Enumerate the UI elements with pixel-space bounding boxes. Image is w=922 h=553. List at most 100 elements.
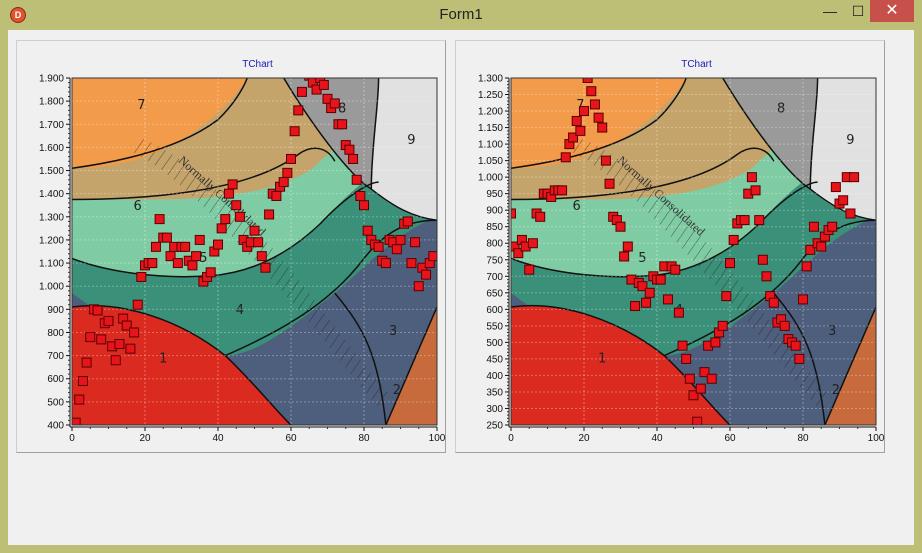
data-point[interactable] — [827, 221, 838, 232]
data-point[interactable] — [110, 355, 121, 366]
data-point[interactable] — [373, 241, 384, 252]
data-point[interactable] — [571, 115, 582, 126]
data-point[interactable] — [103, 315, 114, 326]
data-point[interactable] — [249, 225, 260, 236]
data-point[interactable] — [147, 258, 158, 269]
data-point[interactable] — [410, 237, 421, 248]
data-point[interactable] — [728, 234, 739, 245]
data-point[interactable] — [406, 258, 417, 269]
data-point[interactable] — [513, 248, 524, 259]
data-point[interactable] — [849, 172, 860, 183]
data-point[interactable] — [568, 132, 579, 143]
data-point[interactable] — [395, 234, 406, 245]
data-point[interactable] — [132, 299, 143, 310]
data-point[interactable] — [845, 208, 856, 219]
data-point[interactable] — [329, 98, 340, 109]
data-point[interactable] — [830, 182, 841, 193]
close-button[interactable]: ✕ — [870, 0, 914, 22]
data-point[interactable] — [838, 195, 849, 206]
data-point[interactable] — [85, 332, 96, 343]
data-point[interactable] — [717, 320, 728, 331]
data-point[interactable] — [260, 262, 271, 273]
title-bar[interactable]: D Form1 — ☐ ✕ — [0, 0, 922, 30]
data-point[interactable] — [150, 241, 161, 252]
data-point[interactable] — [92, 305, 103, 316]
data-point[interactable] — [604, 178, 615, 189]
chart-panel-left[interactable]: TChart 1 2 3 4 5 6 7 8 9 Normally Consolidated 400 5… — [16, 40, 446, 453]
data-point[interactable] — [692, 416, 703, 426]
data-point[interactable] — [282, 167, 293, 178]
data-point[interactable] — [231, 200, 242, 211]
data-point[interactable] — [746, 172, 757, 183]
data-point[interactable] — [619, 251, 630, 262]
data-point[interactable] — [560, 152, 571, 163]
data-point[interactable] — [318, 79, 329, 90]
data-point[interactable] — [750, 185, 761, 196]
data-point[interactable] — [655, 274, 666, 285]
data-point[interactable] — [129, 327, 140, 338]
data-point[interactable] — [527, 238, 538, 249]
data-point[interactable] — [301, 62, 310, 71]
data-point[interactable] — [600, 155, 611, 166]
data-point[interactable] — [351, 174, 362, 185]
data-point[interactable] — [677, 340, 688, 351]
data-point[interactable] — [725, 258, 735, 269]
data-point[interactable] — [161, 232, 172, 243]
data-point[interactable] — [227, 179, 238, 190]
data-point[interactable] — [768, 297, 779, 308]
data-point[interactable] — [380, 258, 391, 269]
data-point[interactable] — [81, 357, 92, 368]
data-point[interactable] — [278, 177, 289, 188]
data-point[interactable] — [96, 334, 107, 345]
data-point[interactable] — [507, 208, 516, 219]
data-point[interactable] — [681, 353, 692, 364]
data-point[interactable] — [535, 211, 546, 222]
data-point[interactable] — [286, 153, 296, 164]
data-point[interactable] — [413, 281, 424, 292]
data-point[interactable] — [739, 215, 750, 226]
data-point[interactable] — [421, 269, 432, 280]
data-point[interactable] — [754, 215, 765, 226]
data-point[interactable] — [557, 185, 568, 196]
data-point[interactable] — [593, 112, 604, 123]
data-point[interactable] — [699, 367, 710, 378]
data-point[interactable] — [187, 260, 198, 271]
data-point[interactable] — [344, 144, 355, 155]
data-point[interactable] — [428, 251, 438, 262]
data-point[interactable] — [121, 320, 132, 331]
data-point[interactable] — [662, 294, 673, 305]
data-point[interactable] — [71, 417, 81, 427]
data-point[interactable] — [293, 105, 304, 116]
data-point[interactable] — [688, 390, 699, 401]
data-point[interactable] — [402, 216, 413, 227]
data-point[interactable] — [296, 86, 307, 97]
data-point[interactable] — [172, 258, 183, 269]
data-point[interactable] — [582, 74, 593, 83]
data-point[interactable] — [757, 254, 768, 265]
data-point[interactable] — [337, 119, 348, 130]
data-point[interactable] — [220, 214, 231, 225]
minimize-button[interactable]: — — [820, 0, 840, 22]
data-point[interactable] — [695, 383, 706, 394]
maximize-button[interactable]: ☐ — [848, 0, 868, 22]
data-point[interactable] — [154, 214, 165, 225]
data-point[interactable] — [524, 264, 535, 275]
data-point[interactable] — [391, 244, 402, 255]
data-point[interactable] — [798, 294, 808, 305]
data-point[interactable] — [114, 339, 125, 350]
data-point[interactable] — [359, 200, 369, 211]
data-point[interactable] — [721, 291, 732, 302]
data-point[interactable] — [191, 251, 202, 262]
data-point[interactable] — [586, 86, 597, 97]
data-point[interactable] — [801, 261, 812, 272]
data-point[interactable] — [805, 244, 816, 255]
data-point[interactable] — [644, 287, 655, 298]
data-point[interactable] — [136, 271, 147, 282]
data-point[interactable] — [615, 221, 626, 232]
data-point[interactable] — [575, 125, 586, 136]
data-point[interactable] — [706, 373, 717, 384]
data-point[interactable] — [684, 373, 695, 384]
